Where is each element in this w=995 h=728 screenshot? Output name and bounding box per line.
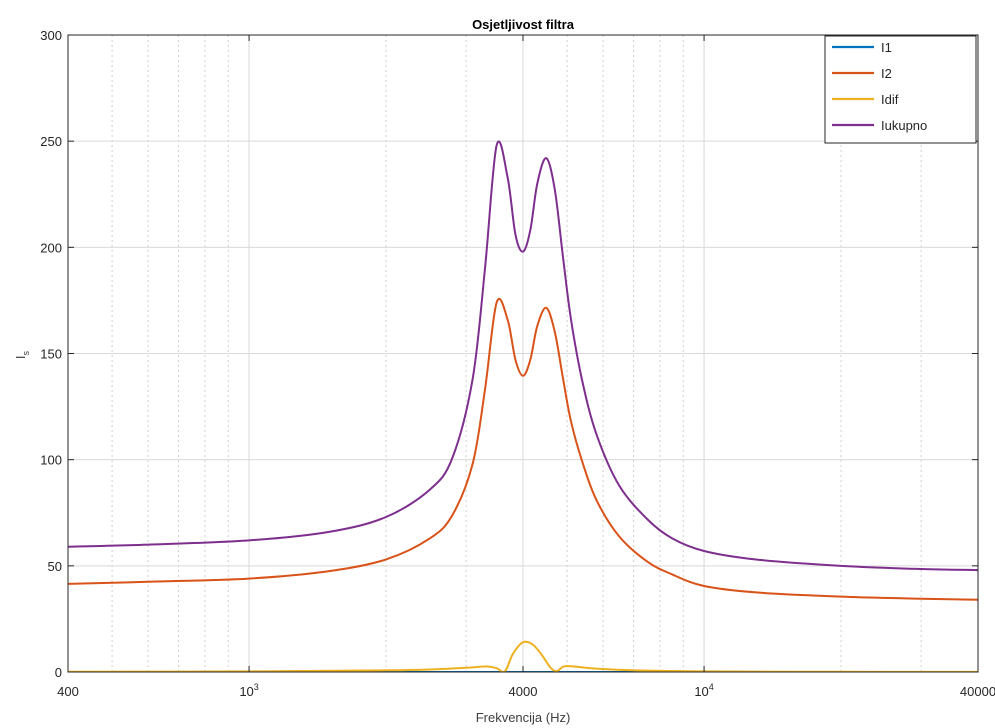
x-tick-label-base: 10 <box>694 684 708 699</box>
x-axis-label: Frekvencija (Hz) <box>476 710 571 725</box>
x-tick-label-exponent: 4 <box>709 682 714 692</box>
x-tick-label: 40000 <box>960 684 995 699</box>
x-tick-label-base: 40000 <box>960 684 995 699</box>
legend-label-i2: I2 <box>881 66 892 81</box>
y-axis-label-subscript: s <box>21 350 31 355</box>
x-tick-label-exponent: 3 <box>254 682 259 692</box>
x-tick-label-base: 10 <box>239 684 253 699</box>
y-tick-label: 250 <box>40 134 62 149</box>
legend-label-iukupno: Iukupno <box>881 118 927 133</box>
y-axis-label: Is <box>13 350 31 359</box>
x-tick-label: 400 <box>57 684 79 699</box>
legend-items: I1 I2 Idif Iukupno <box>832 40 927 133</box>
x-tick-label: 103 <box>239 682 258 699</box>
x-tick-labels: 400 103 4000 104 40000 <box>57 682 995 699</box>
series-line-iukupno <box>68 140 978 572</box>
y-axis-label-main: I <box>13 355 28 359</box>
series-layer <box>68 140 978 672</box>
series-line-idif <box>68 640 978 672</box>
y-tick-label: 50 <box>48 559 62 574</box>
y-tick-label: 0 <box>55 665 62 680</box>
x-tick-label: 4000 <box>509 684 538 699</box>
legend-label-i1: I1 <box>881 40 892 55</box>
series-line-i2 <box>68 297 978 601</box>
y-axis-label-group: Is <box>13 350 31 359</box>
y-tick-label: 300 <box>40 28 62 43</box>
y-tick-labels: 0 50 100 150 200 250 300 <box>40 28 62 680</box>
x-tick-label: 104 <box>694 682 713 699</box>
y-tick-label: 200 <box>40 240 62 255</box>
legend-label-idif: Idif <box>881 92 899 107</box>
chart-title: Osjetljivost filtra <box>472 17 575 32</box>
tick-marks <box>67 34 979 673</box>
y-tick-label: 100 <box>40 453 62 468</box>
legend: I1 I2 Idif Iukupno <box>824 35 977 144</box>
y-tick-label: 150 <box>40 347 62 362</box>
x-tick-label-base: 400 <box>57 684 79 699</box>
x-tick-label-base: 4000 <box>509 684 538 699</box>
